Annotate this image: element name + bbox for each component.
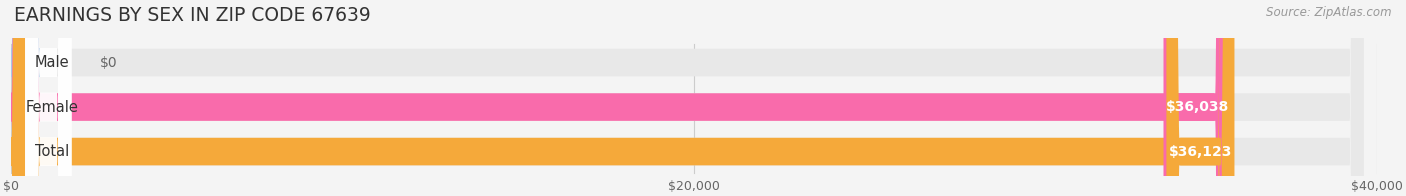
FancyBboxPatch shape xyxy=(24,0,1364,196)
FancyBboxPatch shape xyxy=(24,0,1232,196)
FancyBboxPatch shape xyxy=(25,0,72,196)
Text: $36,123: $36,123 xyxy=(1168,145,1232,159)
Text: EARNINGS BY SEX IN ZIP CODE 67639: EARNINGS BY SEX IN ZIP CODE 67639 xyxy=(14,6,371,25)
FancyBboxPatch shape xyxy=(1167,0,1234,196)
Text: $0: $0 xyxy=(100,55,117,70)
FancyBboxPatch shape xyxy=(1164,0,1232,196)
Text: Male: Male xyxy=(35,55,69,70)
FancyBboxPatch shape xyxy=(24,0,1364,196)
Text: Female: Female xyxy=(25,100,79,114)
FancyBboxPatch shape xyxy=(11,0,39,196)
Text: $36,038: $36,038 xyxy=(1166,100,1229,114)
FancyBboxPatch shape xyxy=(11,0,39,196)
FancyBboxPatch shape xyxy=(24,0,1364,196)
FancyBboxPatch shape xyxy=(11,0,39,196)
FancyBboxPatch shape xyxy=(24,0,1227,196)
FancyBboxPatch shape xyxy=(25,0,72,196)
Text: Source: ZipAtlas.com: Source: ZipAtlas.com xyxy=(1267,6,1392,19)
FancyBboxPatch shape xyxy=(25,0,72,196)
Text: Total: Total xyxy=(35,144,69,159)
